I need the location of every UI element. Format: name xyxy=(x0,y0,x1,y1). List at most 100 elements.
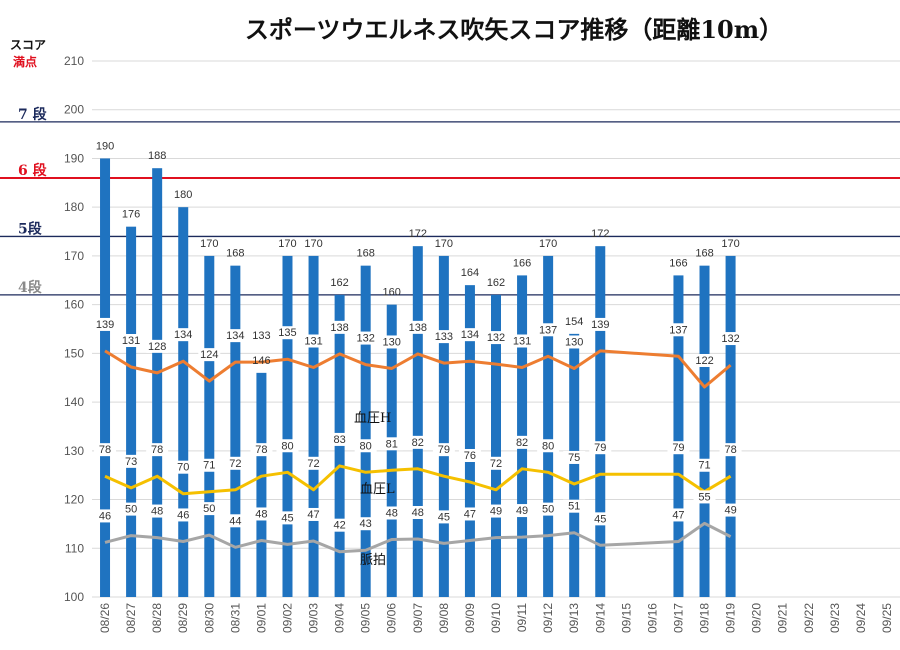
line-value-label: 49 xyxy=(516,505,528,517)
x-tick-label: 09/22 xyxy=(802,603,816,633)
x-tick-label: 09/16 xyxy=(645,603,659,633)
bar-value-label: 168 xyxy=(356,248,374,260)
series-line xyxy=(104,349,732,389)
line-value-label: 137 xyxy=(539,324,557,336)
x-tick-label: 09/10 xyxy=(489,603,503,633)
data-label-bg xyxy=(380,506,403,520)
data-label-bg xyxy=(380,437,403,451)
line-value-label: 46 xyxy=(177,509,189,521)
data-label-bg xyxy=(172,508,195,522)
line-value-label: 51 xyxy=(568,501,580,513)
bar-value-label: 162 xyxy=(330,277,348,289)
line-value-label: 134 xyxy=(461,329,479,341)
y-tick-label: 210 xyxy=(64,54,84,68)
x-tick-label: 09/21 xyxy=(776,603,790,633)
data-label-bg xyxy=(432,510,455,524)
score-bar xyxy=(126,226,137,597)
line-value-label: 71 xyxy=(698,460,710,472)
line-value-label: 130 xyxy=(565,336,583,348)
data-label-bg xyxy=(146,339,169,353)
x-tick-label: 08/30 xyxy=(202,603,216,633)
data-label-bg xyxy=(276,439,299,453)
line-value-label: 73 xyxy=(125,456,137,468)
bar-value-label: 170 xyxy=(721,238,739,250)
x-tick-label: 09/13 xyxy=(567,603,581,633)
reference-line-label: 7 段 xyxy=(18,106,47,123)
line-value-label: 47 xyxy=(672,509,684,521)
x-tick-label: 08/26 xyxy=(98,603,112,633)
line-value-label: 82 xyxy=(412,437,424,449)
data-label-bg xyxy=(328,518,351,532)
bar-value-label: 176 xyxy=(122,209,140,221)
line-value-label: 50 xyxy=(542,504,554,516)
data-label-bg xyxy=(719,503,742,517)
series-line xyxy=(104,521,732,554)
data-label-bg xyxy=(406,320,429,334)
data-label-bg xyxy=(667,323,690,337)
data-label-bg xyxy=(94,317,117,331)
bar-value-label: 170 xyxy=(200,238,218,250)
line-value-label: 45 xyxy=(438,511,450,523)
y-axis-ticks: 100 110 120 130 140 150 160 170 180 190 200 210 xyxy=(64,54,84,604)
y-tick-label: 170 xyxy=(64,249,84,263)
score-bar xyxy=(152,168,163,597)
line-value-label: 80 xyxy=(360,440,372,452)
data-label-bg xyxy=(511,435,534,449)
data-label-bg xyxy=(485,331,507,345)
data-label-bg xyxy=(172,460,195,474)
x-tick-label: 08/27 xyxy=(124,603,138,633)
line-value-label: 131 xyxy=(304,335,322,347)
line-value-label: 49 xyxy=(724,505,736,517)
line-value-label: 80 xyxy=(281,440,293,452)
score-bar xyxy=(569,333,580,597)
line-value-label: 47 xyxy=(307,509,319,521)
bar-value-label: 168 xyxy=(695,248,713,260)
data-label-bg xyxy=(146,443,169,457)
data-label-bg xyxy=(406,506,429,520)
data-label-bg xyxy=(172,328,195,342)
data-label-bg xyxy=(667,441,690,455)
score-bar xyxy=(464,285,475,597)
line-value-label: 45 xyxy=(281,512,293,524)
data-label-bg xyxy=(667,508,690,522)
data-label-bg xyxy=(120,334,143,348)
line-value-label: 81 xyxy=(386,438,398,450)
y-tick-label: 110 xyxy=(65,541,84,555)
bar-value-label: 190 xyxy=(96,140,114,152)
score-bar xyxy=(334,294,345,597)
data-label-bg xyxy=(354,439,377,453)
data-label-bg xyxy=(458,507,481,521)
bar-value-label: 170 xyxy=(435,238,453,250)
line-value-label: 132 xyxy=(356,333,374,345)
x-tick-label: 08/29 xyxy=(176,603,190,633)
line-value-label: 46 xyxy=(99,510,111,522)
line-value-label: 72 xyxy=(307,458,319,470)
line-value-label: 47 xyxy=(464,508,476,520)
bar-value-label: 180 xyxy=(174,189,192,201)
score-bar xyxy=(100,158,111,598)
data-label-bg xyxy=(328,320,351,334)
score-bar xyxy=(178,207,189,597)
y-tick-label: 150 xyxy=(64,346,84,360)
x-tick-label: 09/20 xyxy=(750,603,764,633)
line-value-label: 55 xyxy=(698,491,710,503)
x-tick-label: 09/07 xyxy=(411,603,425,633)
data-label-bg xyxy=(120,454,143,468)
x-tick-label: 09/08 xyxy=(437,603,451,633)
data-label-bg xyxy=(693,458,716,472)
line-value-label: 78 xyxy=(724,444,736,456)
score-bar xyxy=(595,246,606,597)
line-value-label: 48 xyxy=(386,508,398,520)
x-tick-label: 09/03 xyxy=(307,603,321,633)
line-value-label: 128 xyxy=(148,341,166,353)
data-label-bg xyxy=(146,504,169,518)
line-value-label: 75 xyxy=(568,452,580,464)
line-value-label: 76 xyxy=(464,450,476,462)
y-tick-label: 160 xyxy=(64,298,84,312)
line-value-label: 139 xyxy=(96,319,114,331)
bar-value-label: 172 xyxy=(409,228,427,240)
data-label-bg xyxy=(458,328,481,342)
data-label-bg xyxy=(120,502,143,516)
line-value-label: 133 xyxy=(252,330,270,342)
